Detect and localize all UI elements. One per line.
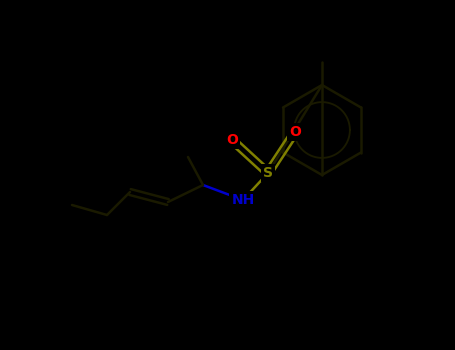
Text: O: O: [289, 125, 301, 139]
Text: S: S: [263, 166, 273, 180]
Text: NH: NH: [232, 193, 255, 207]
Text: O: O: [226, 133, 238, 147]
